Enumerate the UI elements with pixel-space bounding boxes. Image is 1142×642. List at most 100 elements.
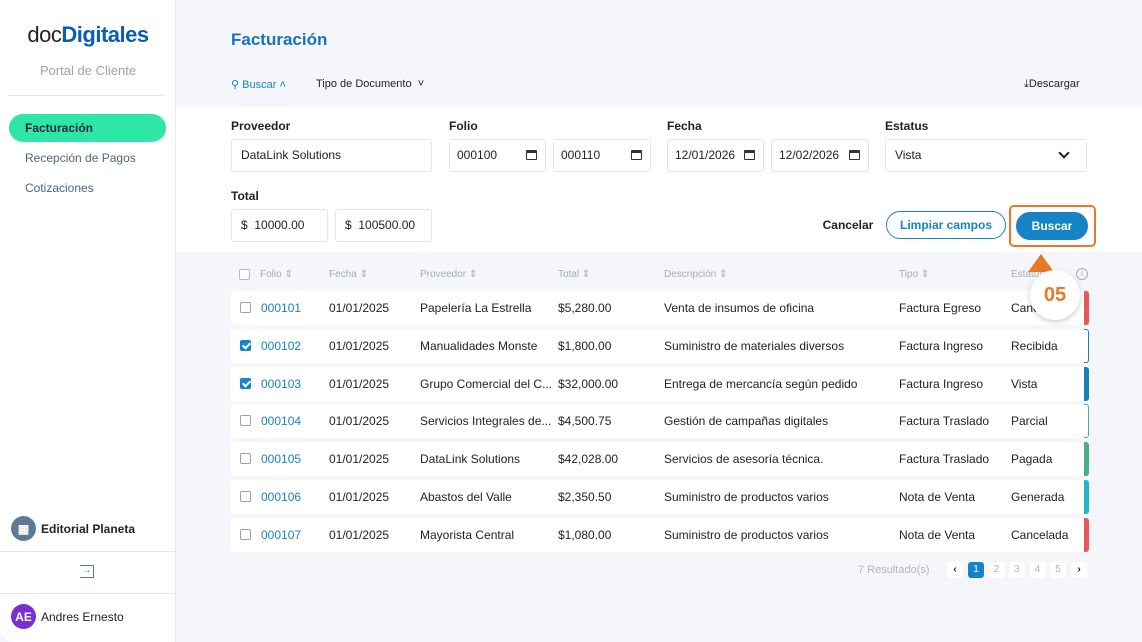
logo: docDigitales <box>27 22 149 47</box>
cell-folio[interactable]: 000106 <box>261 490 302 504</box>
annotation-pointer <box>1028 254 1054 272</box>
folio-to-input[interactable]: 000110 <box>553 139 651 172</box>
calendar-icon[interactable] <box>849 150 860 160</box>
cell-estatus: Pagada <box>1011 452 1053 467</box>
status-indicator <box>1084 328 1089 363</box>
doc-type-dropdown[interactable]: Tipo de Documento ˅ <box>316 78 425 90</box>
divider <box>0 593 176 594</box>
cell-estatus: Parcial <box>1011 414 1048 429</box>
cell-total: $1,800.00 <box>558 338 612 353</box>
table-row[interactable]: 000102 01/01/2025 Manualidades Monste $1,80… <box>231 328 1089 363</box>
search-button[interactable]: Buscar <box>1016 212 1088 240</box>
cell-estatus: Vista <box>1011 376 1038 391</box>
cell-proveedor: Papelería La Estrella <box>420 301 532 315</box>
row-checkbox[interactable] <box>240 491 251 502</box>
search-toggle[interactable]: ⚲ Buscar ˄ <box>231 79 286 91</box>
chevron-down-icon <box>1058 147 1070 159</box>
header-fecha[interactable]: Fecha ⇕ <box>329 269 368 280</box>
sidebar-item-recepcion-pagos[interactable]: Recepción de Pagos <box>25 151 136 165</box>
cell-proveedor: DataLink Solutions <box>420 452 521 467</box>
folio-from-input[interactable]: 000100 <box>449 139 546 172</box>
cell-fecha: 01/01/2025 <box>329 338 390 353</box>
folio-label: Folio <box>449 119 478 133</box>
row-checkbox[interactable] <box>240 528 251 540</box>
header-total[interactable]: Total ⇕ <box>558 269 591 280</box>
cell-folio[interactable]: 000101 <box>261 301 302 315</box>
page-title: Facturación <box>231 30 328 49</box>
row-checkbox[interactable] <box>240 415 251 427</box>
row-checkbox[interactable] <box>240 453 251 465</box>
organization[interactable]: ▦ Editorial Planeta <box>11 516 135 541</box>
calendar-icon[interactable] <box>631 150 642 160</box>
row-checkbox[interactable] <box>240 377 251 389</box>
row-checkbox[interactable] <box>240 302 251 313</box>
cell-fecha: 01/01/2025 <box>329 301 390 315</box>
sidebar-item-facturacion[interactable]: Facturación <box>9 114 166 142</box>
cell-tipo: Nota de Venta <box>899 490 976 504</box>
status-indicator <box>1084 366 1089 401</box>
cell-estatus: Recibida <box>1011 338 1058 353</box>
calendar-icon[interactable] <box>744 150 755 160</box>
total-to-input[interactable]: $ 100500.00 <box>335 209 432 242</box>
page-button[interactable]: 3 <box>1009 562 1025 578</box>
info-icon[interactable]: i <box>1076 268 1088 280</box>
page-button[interactable]: 2 <box>988 562 1005 578</box>
header-proveedor[interactable]: Proveedor ⇕ <box>420 269 478 280</box>
prev-page-button[interactable]: ‹ <box>947 562 963 578</box>
cell-total: $42,028.00 <box>558 452 619 467</box>
status-indicator <box>1084 442 1089 477</box>
header-descripcion[interactable]: Descripción ⇕ <box>664 269 728 280</box>
download-icon: ⤓ <box>1024 78 1029 90</box>
select-all-checkbox[interactable] <box>239 269 250 280</box>
cell-total: $4,500.75 <box>558 414 612 429</box>
avatar: AE <box>11 604 36 629</box>
table-row[interactable]: 000101 01/01/2025 Papelería La Estrella $5,… <box>231 291 1089 325</box>
user-profile[interactable]: AE Andres Ernesto <box>11 604 124 629</box>
cell-estatus: Cancelada <box>1011 527 1069 542</box>
cell-proveedor: Abastos del Valle <box>420 490 512 504</box>
cell-tipo: Factura Egreso <box>899 301 982 315</box>
table-row[interactable]: 000106 01/01/2025 Abastos del Valle $2,350.… <box>231 480 1089 514</box>
proveedor-input[interactable]: DataLink Solutions <box>231 139 432 172</box>
page-button[interactable]: 5 <box>1050 562 1066 578</box>
header-folio[interactable]: Folio ⇕ <box>260 269 293 280</box>
row-checkbox[interactable] <box>240 339 251 351</box>
fecha-to-input[interactable]: 12/02/2026 <box>771 139 869 172</box>
cell-total: $5,280.00 <box>558 301 612 315</box>
cell-desc: Venta de insumos de oficina <box>664 301 815 315</box>
status-indicator <box>1084 404 1089 439</box>
download-button[interactable]: ⤓Descargar <box>1024 78 1080 90</box>
estatus-select[interactable]: Vista <box>885 139 1087 172</box>
cell-folio[interactable]: 000105 <box>261 452 302 467</box>
logout-icon[interactable]: → <box>80 565 94 578</box>
next-page-button[interactable]: › <box>1071 562 1087 578</box>
calendar-icon[interactable] <box>526 150 537 160</box>
cell-proveedor: Manualidades Monste <box>420 338 538 353</box>
status-indicator <box>1084 291 1089 325</box>
cell-folio[interactable]: 000102 <box>261 338 302 353</box>
header-tipo[interactable]: Tipo ⇕ <box>899 269 930 280</box>
cell-folio[interactable]: 000103 <box>261 376 302 391</box>
cell-folio[interactable]: 000104 <box>261 414 302 429</box>
page-button[interactable]: 4 <box>1029 562 1046 578</box>
cell-fecha: 01/01/2025 <box>329 414 390 429</box>
estatus-label: Estatus <box>885 119 929 133</box>
divider <box>8 95 166 96</box>
clear-fields-button[interactable]: Limpiar campos <box>886 211 1006 239</box>
table-row[interactable]: 000105 01/01/2025 DataLink Solutions $42,02… <box>231 442 1089 477</box>
cancel-button[interactable]: Cancelar <box>822 218 874 232</box>
cell-desc: Servicios de asesoría técnica. <box>664 452 824 467</box>
cell-proveedor: Grupo Comercial del C... <box>420 376 553 391</box>
total-from-input[interactable]: $ 10000.00 <box>231 209 328 242</box>
cell-desc: Suministro de materiales diversos <box>664 338 845 353</box>
page-button[interactable]: 1 <box>968 562 984 578</box>
cell-folio[interactable]: 000107 <box>261 527 302 542</box>
table-row[interactable]: 000107 01/01/2025 Mayorista Central $1,080.… <box>231 517 1089 552</box>
header-estatus[interactable]: Estatus <box>1011 269 1045 280</box>
table-row[interactable]: 000103 01/01/2025 Grupo Comercial del C...… <box>231 366 1089 401</box>
cell-tipo: Factura Traslado <box>899 452 990 467</box>
table-row[interactable]: 000104 01/01/2025 Servicios Integrales de.… <box>231 404 1089 439</box>
cell-desc: Suministro de productos varios <box>664 527 829 542</box>
fecha-from-input[interactable]: 12/01/2026 <box>667 139 764 172</box>
sidebar-item-cotizaciones[interactable]: Cotizaciones <box>25 181 94 195</box>
